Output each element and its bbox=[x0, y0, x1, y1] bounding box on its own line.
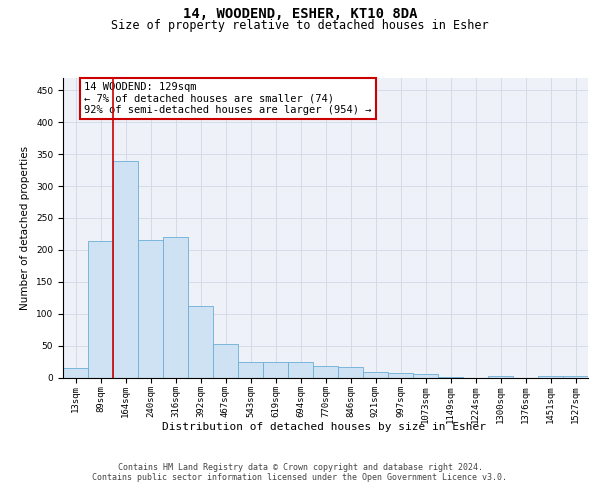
Bar bbox=[188, 306, 213, 378]
Bar bbox=[238, 362, 263, 378]
Bar bbox=[288, 362, 313, 378]
Bar bbox=[363, 372, 388, 378]
Bar bbox=[313, 366, 338, 378]
Text: 14, WOODEND, ESHER, KT10 8DA: 14, WOODEND, ESHER, KT10 8DA bbox=[183, 8, 417, 22]
Bar bbox=[538, 376, 563, 378]
Bar bbox=[438, 377, 463, 378]
Bar bbox=[338, 366, 363, 378]
Bar bbox=[413, 374, 438, 378]
Bar bbox=[213, 344, 238, 378]
Text: Distribution of detached houses by size in Esher: Distribution of detached houses by size … bbox=[162, 422, 486, 432]
Text: Contains public sector information licensed under the Open Government Licence v3: Contains public sector information licen… bbox=[92, 472, 508, 482]
Bar bbox=[263, 362, 288, 378]
Text: Size of property relative to detached houses in Esher: Size of property relative to detached ho… bbox=[111, 19, 489, 32]
Bar bbox=[63, 368, 88, 378]
Text: Contains HM Land Registry data © Crown copyright and database right 2024.: Contains HM Land Registry data © Crown c… bbox=[118, 462, 482, 471]
Bar bbox=[163, 237, 188, 378]
Bar bbox=[138, 240, 163, 378]
Bar bbox=[488, 376, 513, 378]
Bar bbox=[113, 161, 138, 378]
Bar bbox=[88, 241, 113, 378]
Bar bbox=[563, 376, 588, 378]
Y-axis label: Number of detached properties: Number of detached properties bbox=[20, 146, 31, 310]
Bar bbox=[388, 373, 413, 378]
Text: 14 WOODEND: 129sqm
← 7% of detached houses are smaller (74)
92% of semi-detached: 14 WOODEND: 129sqm ← 7% of detached hous… bbox=[84, 82, 371, 115]
